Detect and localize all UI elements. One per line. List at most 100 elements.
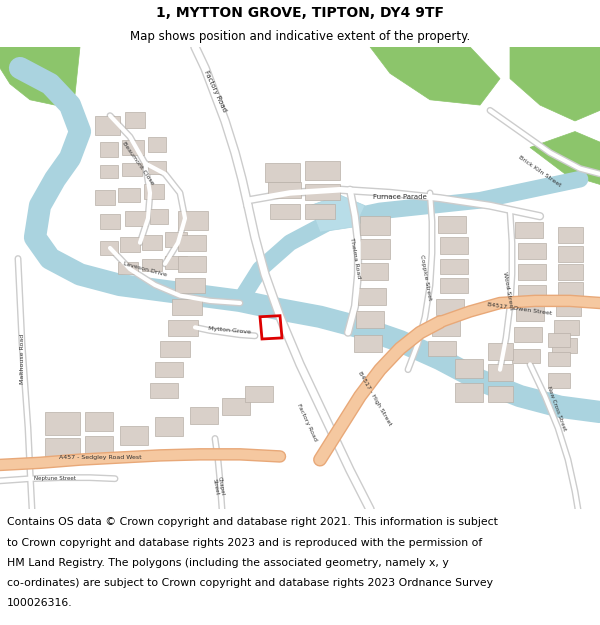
Text: 100026316.: 100026316.: [7, 598, 73, 608]
Text: Thelma Road: Thelma Road: [349, 238, 361, 279]
Polygon shape: [95, 116, 120, 135]
Polygon shape: [548, 332, 570, 348]
Text: Beaumont Close: Beaumont Close: [121, 141, 155, 186]
Polygon shape: [175, 278, 205, 294]
Polygon shape: [125, 211, 147, 226]
Polygon shape: [428, 341, 456, 356]
Polygon shape: [488, 364, 513, 381]
Polygon shape: [118, 188, 140, 202]
Polygon shape: [120, 426, 148, 445]
Polygon shape: [144, 184, 164, 199]
Polygon shape: [305, 161, 340, 180]
Polygon shape: [165, 256, 187, 269]
Text: Map shows position and indicative extent of the property.: Map shows position and indicative extent…: [130, 30, 470, 43]
Polygon shape: [354, 335, 382, 352]
Polygon shape: [436, 299, 464, 314]
Polygon shape: [514, 328, 542, 342]
Text: New Cross Street: New Cross Street: [545, 386, 566, 432]
Polygon shape: [150, 383, 178, 398]
Polygon shape: [118, 262, 138, 274]
Polygon shape: [122, 140, 144, 155]
Polygon shape: [100, 214, 120, 229]
Text: Factory Road: Factory Road: [203, 69, 227, 113]
Text: to Crown copyright and database rights 2023 and is reproduced with the permissio: to Crown copyright and database rights 2…: [7, 538, 482, 548]
Polygon shape: [360, 239, 390, 259]
Polygon shape: [305, 204, 335, 219]
Polygon shape: [265, 163, 300, 182]
Polygon shape: [558, 264, 583, 280]
Text: Brick Kiln Street: Brick Kiln Street: [518, 155, 562, 188]
Text: Malthouse Road: Malthouse Road: [19, 334, 25, 384]
Polygon shape: [432, 320, 460, 336]
Polygon shape: [122, 163, 142, 176]
Polygon shape: [552, 338, 577, 352]
Text: Chapel
Street: Chapel Street: [211, 476, 225, 496]
Polygon shape: [516, 306, 544, 321]
Text: HM Land Registry. The polygons (including the associated geometry, namely x, y: HM Land Registry. The polygons (includin…: [7, 558, 449, 568]
Polygon shape: [0, 47, 80, 105]
Polygon shape: [155, 362, 183, 377]
Polygon shape: [270, 204, 300, 219]
Polygon shape: [95, 190, 115, 204]
Polygon shape: [100, 166, 118, 178]
Polygon shape: [178, 235, 206, 251]
Polygon shape: [160, 341, 190, 357]
Polygon shape: [512, 349, 540, 363]
Text: Leveson Drive: Leveson Drive: [122, 261, 167, 278]
Polygon shape: [310, 195, 365, 232]
Text: co-ordinates) are subject to Crown copyright and database rights 2023 Ordnance S: co-ordinates) are subject to Crown copyr…: [7, 578, 493, 588]
Polygon shape: [45, 439, 80, 458]
Polygon shape: [360, 262, 388, 280]
Polygon shape: [222, 398, 250, 415]
Polygon shape: [455, 383, 483, 402]
Polygon shape: [142, 259, 162, 271]
Polygon shape: [370, 47, 500, 105]
Text: A457 - Sedgley Road West: A457 - Sedgley Road West: [59, 455, 142, 460]
Polygon shape: [556, 301, 581, 316]
Polygon shape: [142, 235, 162, 250]
Polygon shape: [172, 299, 202, 314]
Polygon shape: [85, 412, 113, 431]
Polygon shape: [558, 246, 583, 262]
Polygon shape: [165, 232, 187, 247]
Polygon shape: [120, 238, 140, 252]
Polygon shape: [510, 47, 600, 121]
Polygon shape: [530, 131, 600, 184]
Polygon shape: [45, 412, 80, 435]
Text: Mytton Grove: Mytton Grove: [208, 326, 251, 335]
Polygon shape: [148, 137, 166, 152]
Polygon shape: [168, 320, 198, 336]
Polygon shape: [488, 386, 513, 402]
Text: Contains OS data © Crown copyright and database right 2021. This information is : Contains OS data © Crown copyright and d…: [7, 518, 498, 528]
Polygon shape: [360, 216, 390, 235]
Text: Factory Road: Factory Road: [296, 403, 318, 442]
Polygon shape: [558, 227, 583, 242]
Polygon shape: [268, 182, 301, 198]
Text: Coppice Street: Coppice Street: [419, 254, 431, 301]
Polygon shape: [85, 436, 113, 456]
Text: Furnace Parade: Furnace Parade: [373, 194, 427, 200]
Polygon shape: [518, 264, 546, 280]
Polygon shape: [554, 320, 579, 335]
Polygon shape: [245, 386, 273, 402]
Polygon shape: [440, 259, 468, 274]
Polygon shape: [305, 184, 340, 201]
Polygon shape: [518, 285, 546, 301]
Polygon shape: [178, 256, 206, 272]
Polygon shape: [178, 211, 208, 230]
Polygon shape: [440, 238, 468, 254]
Polygon shape: [455, 359, 483, 378]
Polygon shape: [100, 142, 118, 157]
Polygon shape: [150, 209, 168, 224]
Polygon shape: [548, 373, 570, 388]
Text: 1, MYTTON GROVE, TIPTON, DY4 9TF: 1, MYTTON GROVE, TIPTON, DY4 9TF: [156, 6, 444, 20]
Polygon shape: [155, 418, 183, 436]
Polygon shape: [440, 278, 468, 294]
Polygon shape: [515, 221, 543, 238]
Polygon shape: [100, 241, 118, 256]
Polygon shape: [148, 161, 166, 174]
Text: B4517 - Owen Street: B4517 - Owen Street: [487, 302, 553, 316]
Text: Wood Street: Wood Street: [502, 271, 514, 310]
Polygon shape: [548, 352, 570, 366]
Polygon shape: [488, 343, 513, 360]
